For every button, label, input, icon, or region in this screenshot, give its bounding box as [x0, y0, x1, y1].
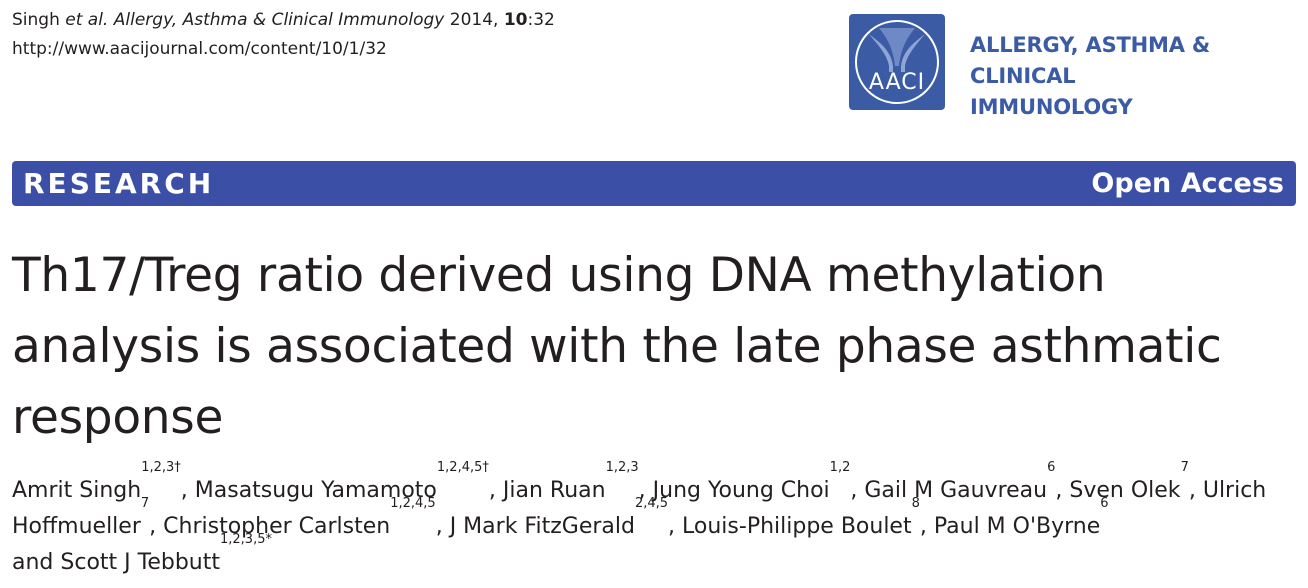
journal-name-line2: IMMUNOLOGY [970, 95, 1133, 119]
logo-emblem-icon [855, 20, 939, 104]
author-affiliation: 1,2,3,5* [220, 532, 272, 547]
journal-name: ALLERGY, ASTHMA & CLINICAL IMMUNOLOGY [970, 30, 1308, 123]
citation-volume: 10 [503, 10, 528, 30]
citation-article: :32 [527, 10, 555, 30]
author-name[interactable]: Louis-Philippe Boulet [682, 514, 912, 539]
article-title: Th17/Treg ratio derived using DNA methyl… [12, 248, 1222, 445]
author-affiliation: 1,2,4,5 [390, 496, 436, 511]
author-name[interactable]: Ulrich Hoffmueller [12, 478, 1267, 539]
author-conjunction: and [12, 550, 54, 575]
author-affiliation: 1,2,4,5† [436, 460, 489, 475]
author-affiliation: 6 [1100, 496, 1109, 511]
journal-logo: AACI [849, 14, 945, 110]
journal-name-line1: ALLERGY, ASTHMA & CLINICAL [970, 33, 1210, 88]
logo-text: AACI [868, 70, 926, 95]
article-type: RESEARCH [23, 167, 215, 200]
author-name[interactable]: Christopher Carlsten [163, 514, 391, 539]
author-affiliation: 1,2 [829, 460, 851, 475]
author-affiliation: 7 [140, 496, 150, 511]
open-access-label: Open Access [1091, 168, 1284, 199]
citation-journal: Allergy, Asthma & Clinical Immunology [113, 10, 445, 30]
author-name[interactable]: J Mark FitzGerald [449, 514, 635, 539]
author-affiliation: 2,4,5 [634, 496, 669, 511]
citation-header: Singh et al. Allergy, Asthma & Clinical … [12, 6, 555, 64]
citation-author: Singh [12, 10, 60, 30]
author-list: Amrit Singh1,2,3†, Masatsugu Yamamoto1,2… [12, 460, 1267, 575]
author-affiliation: 1,2,3 [605, 460, 639, 475]
citation-etal: et al. [65, 10, 109, 30]
citation-line: Singh et al. Allergy, Asthma & Clinical … [12, 6, 555, 35]
author-name[interactable]: Jung Young Choi [652, 478, 830, 503]
author-name[interactable]: Jian Ruan [502, 478, 606, 503]
author-affiliation: 1,2,3† [141, 460, 181, 475]
author-name[interactable]: Paul M O'Byrne [933, 514, 1101, 539]
author-name[interactable]: Masatsugu Yamamoto [194, 478, 437, 503]
author-name[interactable]: Gail M Gauvreau [864, 478, 1048, 503]
author-affiliation: 8 [911, 496, 920, 511]
author-affiliation: 7 [1180, 460, 1189, 475]
author-name[interactable]: Scott J Tebbutt [60, 550, 220, 575]
author-name[interactable]: Amrit Singh [12, 478, 142, 503]
article-type-banner: RESEARCH Open Access [12, 161, 1296, 206]
author-name[interactable]: Sven Olek [1069, 478, 1181, 503]
citation-year: 2014, [449, 10, 499, 30]
author-affiliation: 6 [1047, 460, 1056, 475]
citation-url[interactable]: http://www.aacijournal.com/content/10/1/… [12, 39, 387, 59]
